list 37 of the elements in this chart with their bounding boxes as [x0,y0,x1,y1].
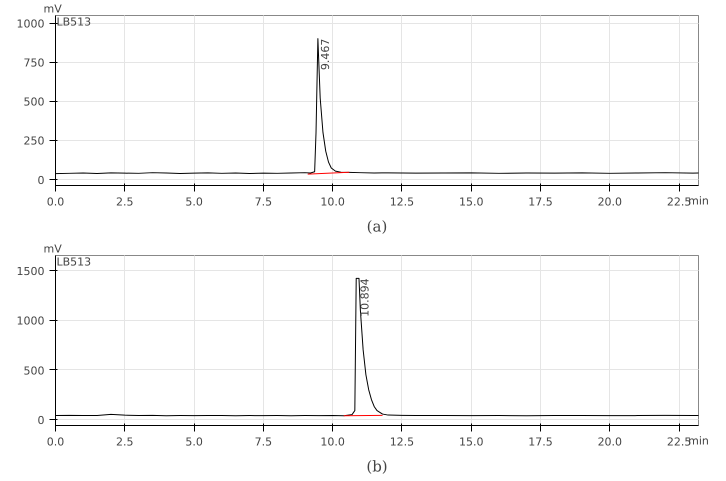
y-axis-title: mV [44,242,62,256]
text: (a) [366,218,388,236]
y-tick-label: 1000 [16,18,45,30]
annotation: LB513 [56,256,92,268]
y-tick-label: 1000 [16,314,45,328]
x-tick-label: 10.0 [320,196,345,208]
x-tick-label: 10.0 [320,436,345,448]
y-tick-label: 250 [24,134,45,148]
y-tick-label: 500 [24,364,45,378]
y-tick-label: 0 [38,414,44,428]
x-tick-label: 17.5 [528,436,553,448]
x-tick-label: 15.0 [458,436,484,448]
x-tick-label: 0.0 [46,196,64,208]
annotation: LB513 [56,16,92,28]
y-axis-title: mV [44,2,62,16]
y-tick-label: 750 [24,56,45,70]
x-tick-label: 17.5 [528,196,553,208]
x-tick-label: 5.0 [185,196,203,208]
x-tick-label: 22.5 [666,196,692,208]
text: (b) [366,458,388,476]
y-tick-label: 1500 [16,264,45,278]
x-tick-label: 22.5 [666,436,692,448]
x-tick-label: 7.5 [254,196,272,208]
y-tick-label: 0 [38,174,44,187]
x-tick-label: 2.5 [116,196,134,208]
x-tick-label: 12.5 [390,196,414,208]
x-tick-label: 20.0 [598,436,622,448]
y-tick-label: 500 [24,96,45,109]
x-tick-label: 20.0 [598,196,622,208]
x-tick-label: 2.5 [116,436,134,448]
x-tick-label: 7.5 [254,436,272,448]
x-tick-label: 0.0 [46,436,64,448]
annotation: 9.467 [318,38,332,70]
x-tick-label: 5.0 [185,436,203,448]
x-tick-label: 15.0 [458,196,484,208]
annotation: 10.894 [358,278,372,317]
x-tick-label: 12.5 [390,436,414,448]
